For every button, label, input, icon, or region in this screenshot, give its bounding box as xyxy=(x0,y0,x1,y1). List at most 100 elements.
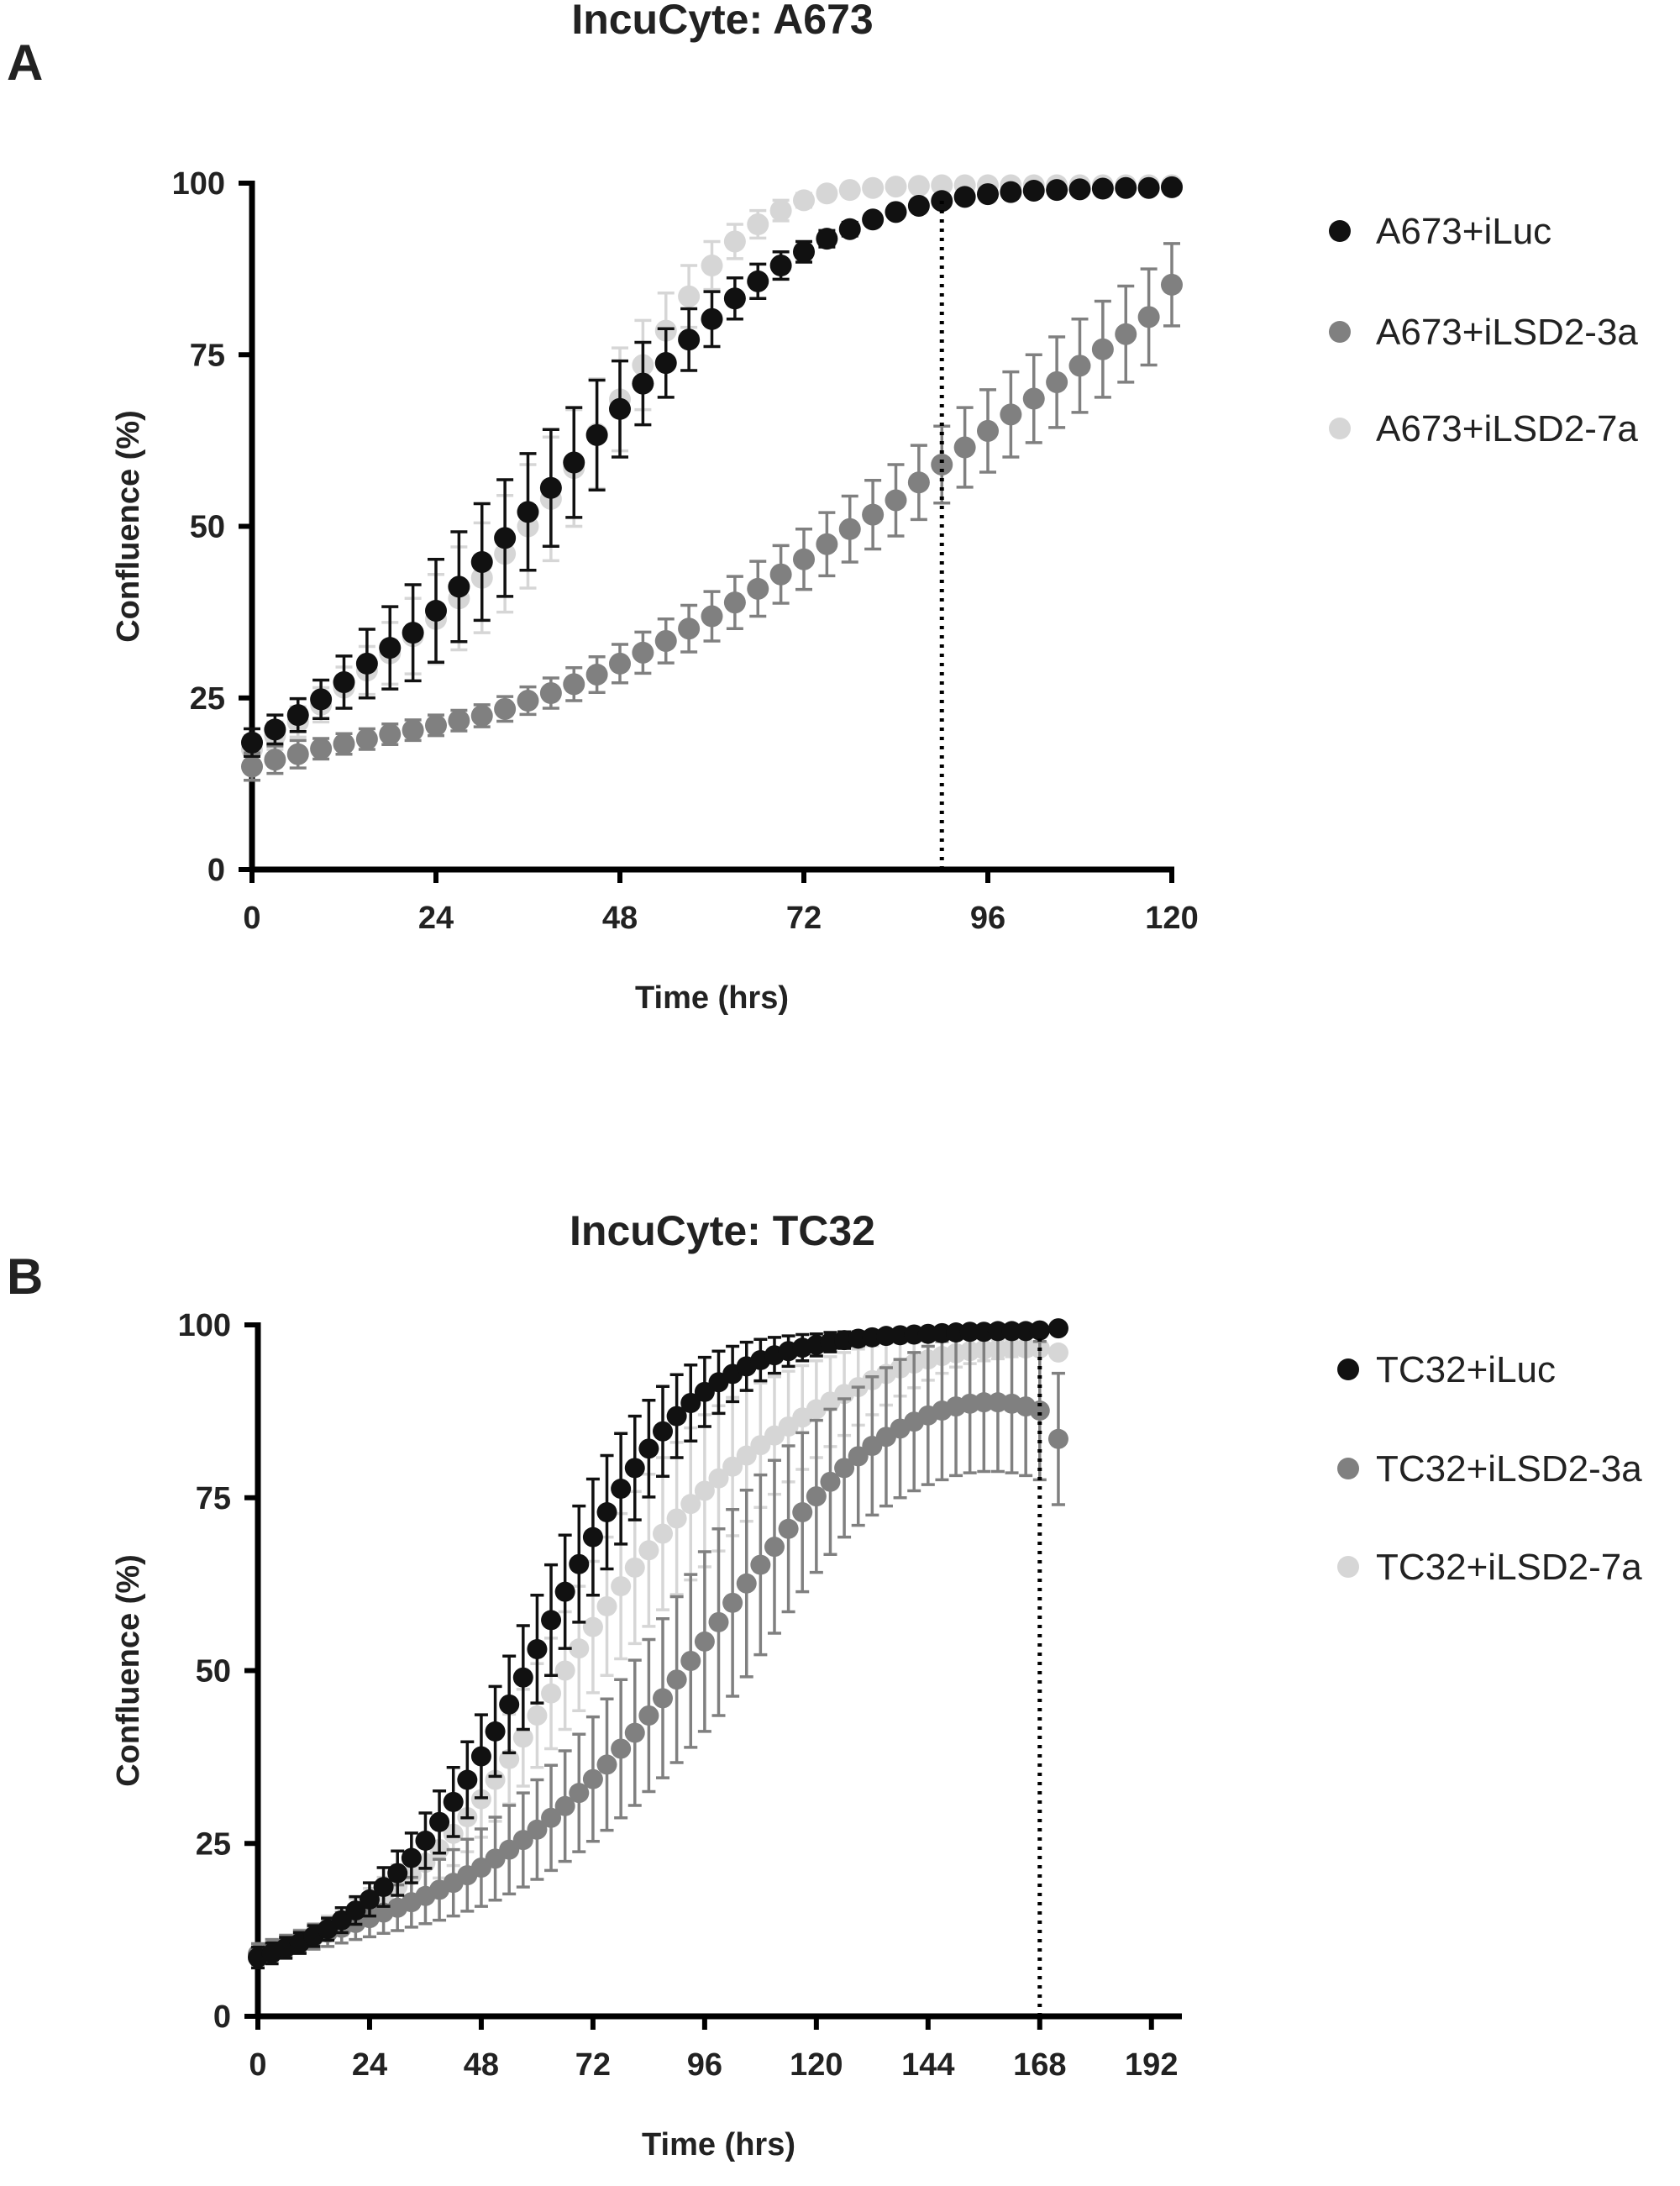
legend-marker xyxy=(1337,1358,1359,1380)
data-point xyxy=(499,1694,520,1715)
panel-b: B IncuCyte: TC32 0 24 48 72 96 120 144 168 192 0 25 5… xyxy=(7,1207,1642,2162)
chart-title: IncuCyte: TC32 xyxy=(570,1207,875,1254)
data-point xyxy=(554,1660,575,1681)
data-point xyxy=(310,688,333,711)
data-point xyxy=(953,186,976,208)
data-point xyxy=(585,423,608,446)
data-point xyxy=(596,1595,617,1616)
data-point xyxy=(931,174,953,197)
data-point xyxy=(666,1669,687,1690)
data-point xyxy=(539,682,562,705)
data-point xyxy=(638,1540,659,1561)
data-point xyxy=(470,550,493,573)
data-point xyxy=(638,1705,659,1726)
y-tick-label: 100 xyxy=(178,1308,231,1343)
data-point xyxy=(953,436,976,459)
data-point xyxy=(429,1811,450,1832)
data-point xyxy=(1068,355,1091,377)
series-1 xyxy=(248,1318,1068,1970)
data-point xyxy=(974,1392,995,1413)
chart-title: IncuCyte: A673 xyxy=(571,0,873,43)
data-point xyxy=(678,328,701,351)
data-point xyxy=(401,1847,422,1868)
data-point xyxy=(563,673,585,696)
data-point xyxy=(678,285,701,307)
data-point xyxy=(517,501,539,523)
data-point xyxy=(1029,1320,1050,1341)
data-point xyxy=(1137,306,1160,328)
data-point xyxy=(806,1486,827,1507)
data-point xyxy=(527,1638,548,1659)
data-point xyxy=(694,1480,715,1501)
data-point xyxy=(345,1900,366,1921)
data-point xyxy=(654,352,677,375)
data-point xyxy=(443,1791,464,1812)
data-point xyxy=(355,728,378,750)
data-point xyxy=(820,1471,841,1492)
x-tick-label: 120 xyxy=(790,2047,843,2083)
y-axis-label: Confluence (%) xyxy=(111,1554,146,1787)
data-point xyxy=(1022,387,1045,410)
x-tick-label: 144 xyxy=(901,2047,954,2083)
y-tick-label: 0 xyxy=(213,1999,231,2035)
data-point xyxy=(1161,176,1183,198)
legend-marker xyxy=(1337,1458,1359,1479)
legend-marker xyxy=(1337,1556,1359,1578)
data-point xyxy=(1115,323,1137,345)
data-point xyxy=(793,189,815,212)
data-point xyxy=(241,755,263,778)
legend-marker xyxy=(1329,321,1351,343)
data-point xyxy=(355,652,378,675)
legend-label: TC32+iLSD2-7a xyxy=(1376,1547,1642,1588)
data-point xyxy=(764,1537,785,1558)
legend-label: A673+iLuc xyxy=(1376,211,1551,252)
x-tick-label: 168 xyxy=(1013,2047,1066,2083)
data-point xyxy=(862,176,885,199)
data-point xyxy=(596,1502,617,1523)
data-point xyxy=(470,1746,491,1767)
data-point xyxy=(609,397,631,420)
data-point xyxy=(512,1727,533,1748)
data-point xyxy=(1046,370,1068,393)
data-point xyxy=(654,629,677,652)
x-tick-label: 192 xyxy=(1125,2047,1178,2083)
x-tick-label: 72 xyxy=(575,2047,611,2083)
data-point xyxy=(596,1754,617,1775)
panel-letter: B xyxy=(7,1248,43,1305)
data-point xyxy=(723,230,746,253)
data-point xyxy=(838,179,861,202)
data-point xyxy=(415,1830,436,1851)
data-point xyxy=(680,1650,701,1671)
data-point xyxy=(1091,338,1114,360)
x-tick-label: 48 xyxy=(602,901,638,936)
data-point xyxy=(959,1322,980,1343)
data-point xyxy=(541,1610,562,1631)
data-point xyxy=(582,1527,603,1548)
data-point xyxy=(816,533,838,555)
data-point xyxy=(778,1518,799,1539)
data-point xyxy=(1000,181,1022,203)
data-point xyxy=(402,622,424,644)
series-2 xyxy=(241,242,1183,782)
data-point xyxy=(512,1830,533,1851)
data-point xyxy=(708,1611,729,1632)
data-point xyxy=(750,1554,771,1575)
data-point xyxy=(609,652,631,675)
data-point xyxy=(747,213,769,236)
data-point xyxy=(333,670,355,693)
data-point xyxy=(907,194,930,217)
data-point xyxy=(563,451,585,474)
data-point xyxy=(862,208,885,231)
data-point xyxy=(611,1479,632,1500)
data-point xyxy=(379,637,402,659)
data-point xyxy=(554,1581,575,1602)
data-point xyxy=(701,307,723,330)
data-point xyxy=(582,1616,603,1637)
data-point xyxy=(264,718,286,741)
data-point xyxy=(701,255,723,277)
data-point xyxy=(554,1795,575,1816)
legend-label: A673+iLSD2-3a xyxy=(1376,312,1638,353)
data-point xyxy=(632,372,654,395)
data-point xyxy=(611,1738,632,1759)
data-point xyxy=(632,641,654,664)
